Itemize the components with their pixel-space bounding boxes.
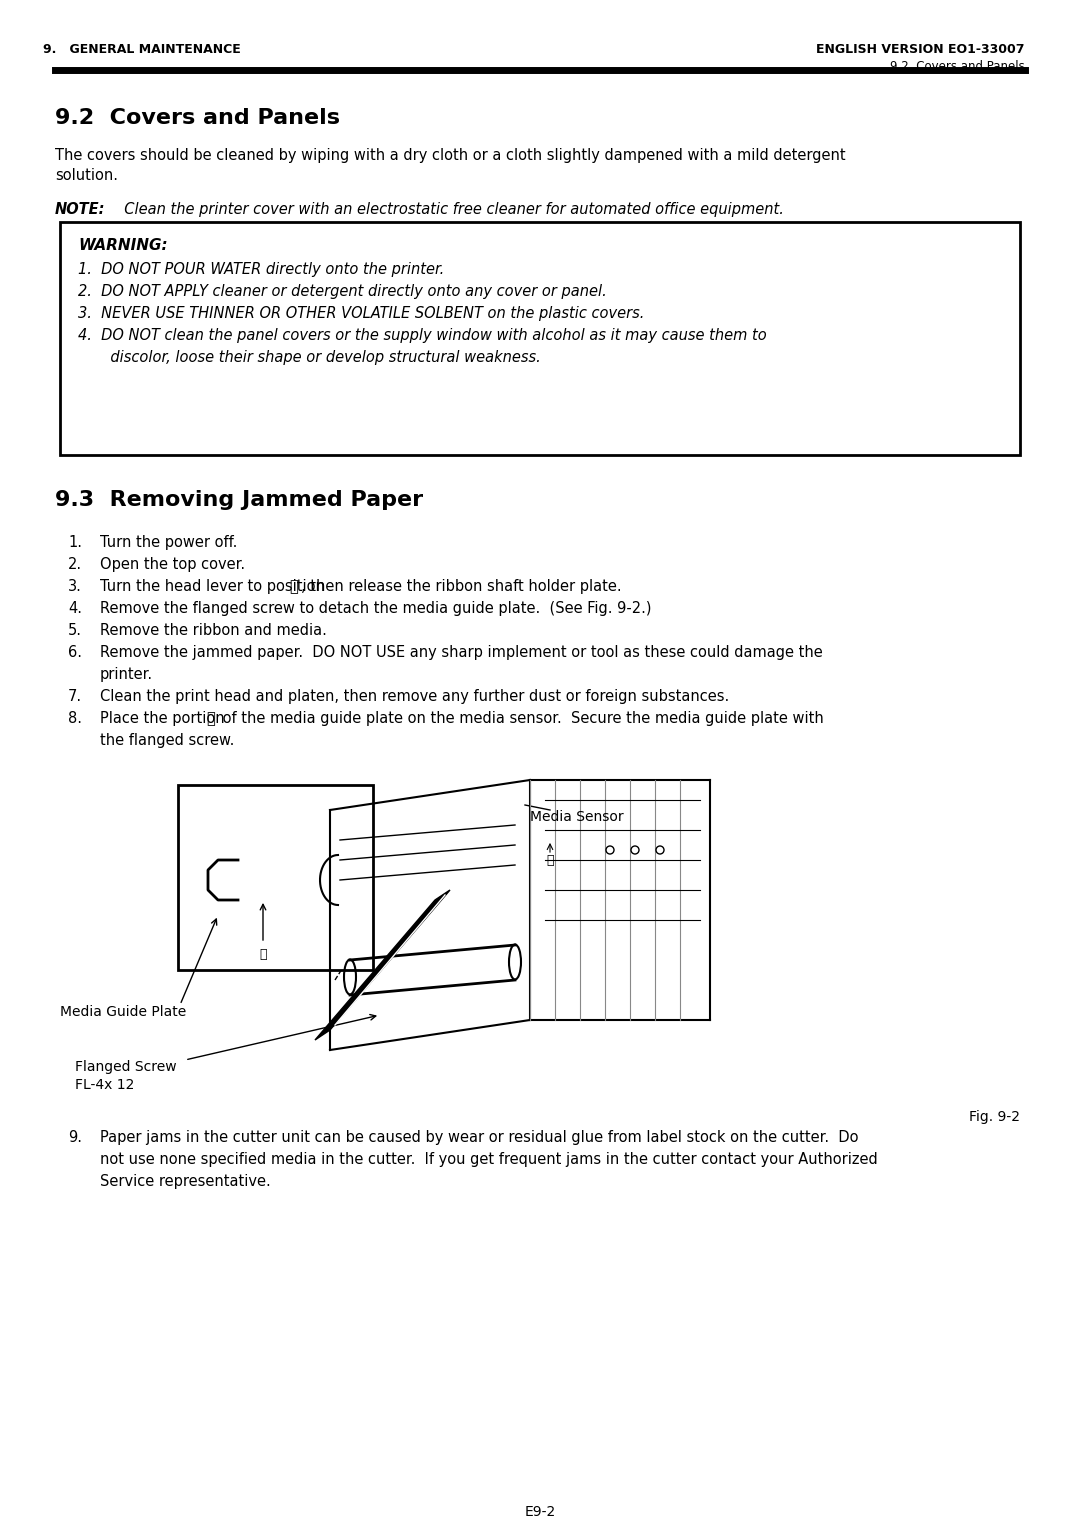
Text: 2.  DO NOT APPLY cleaner or detergent directly onto any cover or panel.: 2. DO NOT APPLY cleaner or detergent dir… xyxy=(78,284,607,299)
Text: printer.: printer. xyxy=(100,668,153,681)
Text: The covers should be cleaned by wiping with a dry cloth or a cloth slightly damp: The covers should be cleaned by wiping w… xyxy=(55,148,846,163)
Text: Place the portion: Place the portion xyxy=(100,711,229,726)
Text: 4.: 4. xyxy=(68,601,82,616)
Text: 9.2  Covers and Panels: 9.2 Covers and Panels xyxy=(55,108,340,128)
Text: Clean the print head and platen, then remove any further dust or foreign substan: Clean the print head and platen, then re… xyxy=(100,689,729,704)
Text: Paper jams in the cutter unit can be caused by wear or residual glue from label : Paper jams in the cutter unit can be cau… xyxy=(100,1131,859,1144)
Text: Open the top cover.: Open the top cover. xyxy=(100,558,245,571)
Text: 4.  DO NOT clean the panel covers or the supply window with alcohol as it may ca: 4. DO NOT clean the panel covers or the … xyxy=(78,329,767,342)
Text: 1.  DO NOT POUR WATER directly onto the printer.: 1. DO NOT POUR WATER directly onto the p… xyxy=(78,261,444,277)
Text: the flanged screw.: the flanged screw. xyxy=(100,733,234,749)
Text: NOTE:: NOTE: xyxy=(55,202,106,217)
Text: Ⓑ: Ⓑ xyxy=(259,947,267,961)
Text: ENGLISH VERSION EO1-33007: ENGLISH VERSION EO1-33007 xyxy=(816,43,1025,57)
Text: Flanged Screw: Flanged Screw xyxy=(75,1060,177,1074)
Text: 9.2  Covers and Panels: 9.2 Covers and Panels xyxy=(890,60,1025,73)
Text: Ⓑ: Ⓑ xyxy=(206,711,215,726)
Text: Remove the flanged screw to detach the media guide plate.  (See Fig. 9-2.): Remove the flanged screw to detach the m… xyxy=(100,601,651,616)
Text: 3.  NEVER USE THINNER OR OTHER VOLATILE SOLBENT on the plastic covers.: 3. NEVER USE THINNER OR OTHER VOLATILE S… xyxy=(78,306,645,321)
Text: 3.: 3. xyxy=(68,579,82,594)
Text: 7.: 7. xyxy=(68,689,82,704)
Text: ⓒ: ⓒ xyxy=(288,579,298,594)
Text: Service representative.: Service representative. xyxy=(100,1174,271,1189)
Text: Clean the printer cover with an electrostatic free cleaner for automated office : Clean the printer cover with an electros… xyxy=(114,202,784,217)
Text: solution.: solution. xyxy=(55,168,118,183)
Text: FL-4x 12: FL-4x 12 xyxy=(75,1077,134,1093)
Text: 8.: 8. xyxy=(68,711,82,726)
Text: WARNING:: WARNING: xyxy=(78,238,167,254)
Text: , then release the ribbon shaft holder plate.: , then release the ribbon shaft holder p… xyxy=(301,579,621,594)
Text: discolor, loose their shape or develop structural weakness.: discolor, loose their shape or develop s… xyxy=(78,350,541,365)
Text: Media Sensor: Media Sensor xyxy=(530,810,623,824)
Text: 5.: 5. xyxy=(68,623,82,639)
Text: of the media guide plate on the media sensor.  Secure the media guide plate with: of the media guide plate on the media se… xyxy=(218,711,824,726)
Text: not use none specified media in the cutter.  If you get frequent jams in the cut: not use none specified media in the cutt… xyxy=(100,1152,878,1167)
Text: 6.: 6. xyxy=(68,645,82,660)
Text: 2.: 2. xyxy=(68,558,82,571)
Text: 1.: 1. xyxy=(68,535,82,550)
Text: Remove the ribbon and media.: Remove the ribbon and media. xyxy=(100,623,327,639)
Text: Fig. 9-2: Fig. 9-2 xyxy=(969,1109,1020,1125)
Text: Turn the head lever to position: Turn the head lever to position xyxy=(100,579,329,594)
Polygon shape xyxy=(315,889,450,1041)
Text: Ⓑ: Ⓑ xyxy=(546,854,554,866)
Bar xyxy=(178,785,373,970)
Text: E9-2: E9-2 xyxy=(525,1505,555,1519)
Text: 9.3  Removing Jammed Paper: 9.3 Removing Jammed Paper xyxy=(55,490,423,510)
Text: Media Guide Plate: Media Guide Plate xyxy=(60,1005,186,1019)
Bar xyxy=(60,222,1020,455)
Text: Remove the jammed paper.  DO NOT USE any sharp implement or tool as these could : Remove the jammed paper. DO NOT USE any … xyxy=(100,645,823,660)
Text: 9.   GENERAL MAINTENANCE: 9. GENERAL MAINTENANCE xyxy=(43,43,241,57)
Text: 9.: 9. xyxy=(68,1131,82,1144)
Text: Turn the power off.: Turn the power off. xyxy=(100,535,238,550)
